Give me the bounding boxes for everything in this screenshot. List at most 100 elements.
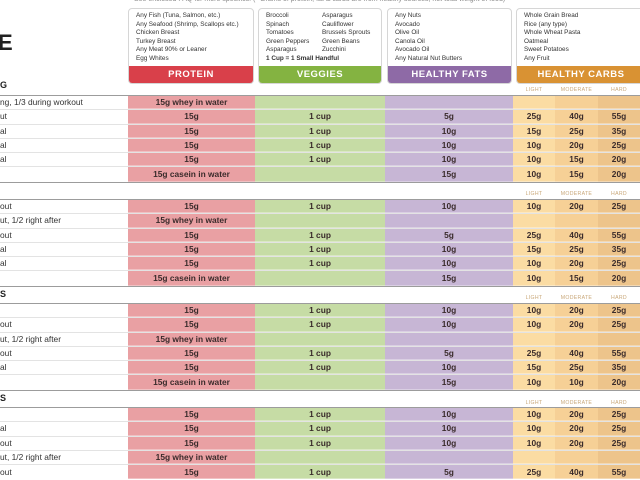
fats-cell: 10g	[385, 318, 513, 332]
meal-label: ut, 1/2 right after	[0, 450, 128, 465]
food-item: Turkey Breast	[136, 37, 176, 45]
light-carbs-cell: 10g	[513, 271, 555, 286]
hard-carbs-cell	[598, 214, 640, 228]
food-item: Zucchini	[322, 46, 346, 54]
meal-table-section-2: out 15g 1 cup 10g 10g 20g 25g ut, 1/2 right af…	[0, 199, 640, 287]
meal-label	[0, 375, 128, 390]
light-carbs-cell: 10g	[513, 257, 555, 271]
top-note: See enclosed FAQ for more specifics. (* …	[134, 0, 505, 3]
light-carbs-cell: 10g	[513, 375, 555, 390]
hard-carbs-cell: 35g	[598, 361, 640, 375]
fats-cell: 10g	[385, 153, 513, 167]
moderate-label: MODERATE	[560, 295, 593, 301]
fats-cell: 5g	[385, 346, 513, 361]
table-row: out 15g 1 cup 10g 10g 20g 25g	[0, 436, 640, 451]
food-item: Any Fruit	[524, 54, 550, 62]
table-row: al 15g 1 cup 10g 10g 20g 25g	[0, 257, 640, 272]
table-row: al 15g 1 cup 10g 15g 25g 35g	[0, 361, 640, 376]
protein-food-list: Any Fish (Tuna, Salmon, etc.) Any Seafoo…	[129, 9, 253, 67]
food-item: Asparagus	[266, 46, 297, 54]
light-carbs-cell: 25g	[513, 110, 555, 124]
moderate-carbs-cell: 20g	[555, 200, 598, 214]
moderate-carbs-cell: 20g	[555, 318, 598, 332]
protein-cell: 15g	[128, 304, 255, 318]
table-row: 15g casein in water 15g 10g 10g 20g	[0, 375, 640, 390]
moderate-carbs-cell: 20g	[555, 436, 598, 450]
veggies-cell: 1 cup	[255, 361, 385, 375]
meal-label: al	[0, 422, 128, 436]
protein-cell: 15g	[128, 465, 255, 480]
moderate-carbs-cell: 15g	[555, 271, 598, 286]
table-row: ut 15g 1 cup 5g 25g 40g 55g	[0, 110, 640, 125]
table-row: out 15g 1 cup 5g 25g 40g 55g	[0, 346, 640, 362]
meal-label	[0, 271, 128, 286]
veggies-cell: 1 cup	[255, 408, 385, 422]
food-item: Sweet Potatoes	[524, 46, 569, 54]
fats-cell: 10g	[385, 124, 513, 138]
protein-cell: 15g	[128, 110, 255, 124]
moderate-carbs-cell	[555, 450, 598, 465]
food-item: Any Meat 90% or Leaner	[136, 46, 207, 54]
veggies-cell: 1 cup	[255, 257, 385, 271]
meal-label: out	[0, 346, 128, 361]
moderate-carbs-cell: 20g	[555, 257, 598, 271]
food-item: Rice (any type)	[524, 20, 567, 28]
table-row: out 15g 1 cup 5g 25g 40g 55g	[0, 228, 640, 243]
food-item: Any Nuts	[395, 12, 421, 19]
moderate-carbs-cell: 10g	[555, 375, 598, 390]
fats-cell: 5g	[385, 465, 513, 480]
fats-cell: 10g	[385, 257, 513, 271]
protein-cell: 15g	[128, 242, 255, 257]
fats-header: HEALTHY FATS	[388, 66, 511, 83]
hard-carbs-cell: 25g	[598, 318, 640, 332]
moderate-label: MODERATE	[560, 400, 593, 406]
meal-label: al	[0, 361, 128, 375]
light-carbs-cell: 10g	[513, 422, 555, 436]
light-carbs-cell	[513, 450, 555, 465]
moderate-label: MODERATE	[560, 87, 593, 93]
table-row: 15g casein in water 15g 10g 15g 20g	[0, 167, 640, 182]
veggies-cell: 1 cup	[255, 304, 385, 318]
protein-cell: 15g	[128, 200, 255, 214]
veggies-cell	[255, 96, 385, 110]
hard-carbs-cell: 25g	[598, 422, 640, 436]
light-carbs-cell: 15g	[513, 124, 555, 138]
food-item: Cauliflower	[322, 20, 354, 28]
food-item: Green Peppers	[266, 37, 310, 45]
fats-cell: 10g	[385, 361, 513, 375]
fats-cell: 10g	[385, 436, 513, 450]
food-item: Avocado Oil	[395, 46, 430, 54]
table-row: ut, 1/2 right after 15g whey in water	[0, 214, 640, 229]
meal-label: al	[0, 138, 128, 153]
food-item: Chicken Breast	[136, 29, 180, 37]
veggies-cell	[255, 375, 385, 390]
protein-cell: 15g	[128, 436, 255, 450]
veggies-cell: 1 cup	[255, 465, 385, 480]
light-carbs-cell: 10g	[513, 304, 555, 318]
moderate-carbs-cell: 20g	[555, 422, 598, 436]
food-item: Olive Oil	[395, 29, 420, 37]
fats-cell: 15g	[385, 271, 513, 286]
intensity-labels: LIGHT MODERATE HARD	[513, 400, 640, 406]
moderate-carbs-cell	[555, 214, 598, 228]
meal-table-section-4: 15g 1 cup 10g 10g 20g 25g al 15g 1 cup 10g 10g 20g…	[0, 407, 640, 480]
moderate-carbs-cell: 40g	[555, 346, 598, 361]
table-row: al 15g 1 cup 10g 10g 20g 25g	[0, 422, 640, 437]
food-item: Spinach	[266, 20, 290, 28]
carbs-food-list: Whole Grain Bread Rice (any type) Whole …	[517, 9, 640, 67]
meal-label: al	[0, 257, 128, 271]
hard-carbs-cell: 25g	[598, 138, 640, 153]
hard-label: HARD	[611, 191, 627, 197]
protein-cell: 15g casein in water	[128, 167, 255, 182]
hard-carbs-cell	[598, 450, 640, 465]
fats-cell: 10g	[385, 242, 513, 257]
protein-cell: 15g casein in water	[128, 271, 255, 286]
table-row: al 15g 1 cup 10g 15g 25g 35g	[0, 124, 640, 139]
meal-label: out	[0, 200, 128, 214]
moderate-carbs-cell: 20g	[555, 408, 598, 422]
fats-cell: 10g	[385, 138, 513, 153]
protein-cell: 15g whey in water	[128, 332, 255, 346]
meal-label: out	[0, 436, 128, 450]
food-item: Egg Whites	[136, 54, 169, 62]
hard-carbs-cell: 25g	[598, 200, 640, 214]
